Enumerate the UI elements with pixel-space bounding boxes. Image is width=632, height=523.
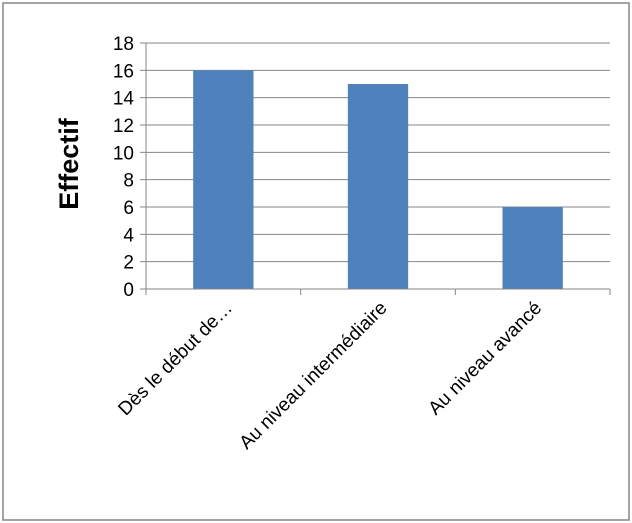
- y-tick-label: 10: [113, 143, 134, 164]
- y-tick-label: 18: [113, 34, 134, 55]
- y-tick-label: 4: [123, 225, 134, 246]
- bars: [193, 70, 563, 289]
- bar: [193, 70, 254, 289]
- y-tick-label: 0: [123, 280, 134, 301]
- y-tick-label: 8: [123, 171, 134, 192]
- bar: [502, 207, 563, 289]
- axes: [140, 42, 611, 295]
- y-axis-title: Effectif: [54, 117, 84, 210]
- y-tick-label: 6: [123, 198, 134, 219]
- y-tick-label: 12: [113, 116, 134, 137]
- bar: [347, 84, 409, 289]
- y-tick-label: 16: [113, 61, 134, 82]
- y-tick-label: 2: [123, 253, 134, 274]
- y-tick-label: 14: [113, 89, 135, 110]
- y-tick-labels: 0 2 4 6 8 10 12 14 16 18: [113, 34, 135, 301]
